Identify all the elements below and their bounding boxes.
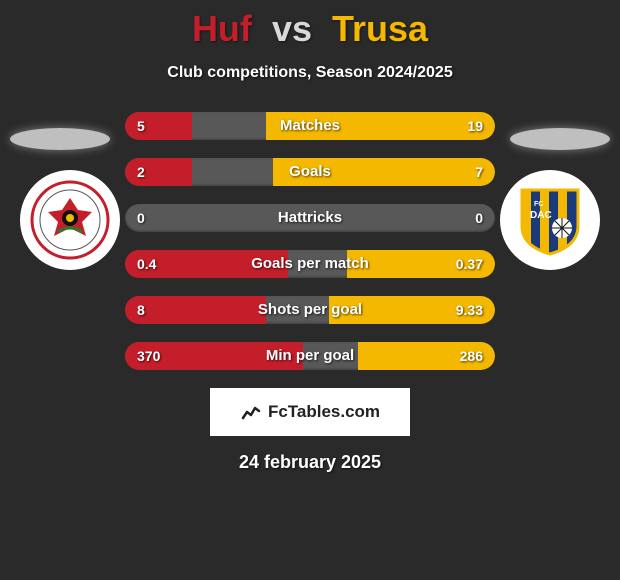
stat-right-value: 286 — [448, 342, 495, 370]
comparison-title: Huf vs Trusa — [0, 0, 620, 50]
watermark: FcTables.com — [210, 388, 410, 436]
player2-name: Trusa — [332, 8, 428, 49]
team-badge-right: FC DAC — [500, 170, 600, 270]
stat-row: 0 Hattricks 0 — [125, 204, 495, 232]
stat-left-value: 5 — [125, 112, 157, 140]
watermark-text: FcTables.com — [268, 402, 380, 422]
badge-shadow-left — [10, 128, 110, 150]
stat-label: Hattricks — [125, 204, 495, 232]
stat-left-value: 370 — [125, 342, 172, 370]
stat-left-value: 2 — [125, 158, 157, 186]
dac-crest-icon: FC DAC — [510, 180, 590, 260]
vs-text: vs — [272, 8, 312, 49]
stat-label: Matches — [125, 112, 495, 140]
stat-right-value: 0.37 — [444, 250, 495, 278]
stat-right-value: 0 — [463, 204, 495, 232]
subtitle: Club competitions, Season 2024/2025 — [0, 64, 620, 82]
stat-right-value: 9.33 — [444, 296, 495, 324]
stat-row: 5 Matches 19 — [125, 112, 495, 140]
stat-right-value: 19 — [455, 112, 495, 140]
stat-left-value: 0 — [125, 204, 157, 232]
fctables-logo-icon — [240, 401, 262, 423]
svg-text:FC: FC — [534, 201, 543, 208]
stat-row: 0.4 Goals per match 0.37 — [125, 250, 495, 278]
ruzomberok-crest-icon — [30, 180, 110, 260]
stats-container: 5 Matches 19 2 Goals 7 0 Hattricks 0 0.4… — [125, 112, 495, 370]
stat-row: 8 Shots per goal 9.33 — [125, 296, 495, 324]
player1-name: Huf — [192, 8, 252, 49]
stat-label: Min per goal — [125, 342, 495, 370]
stat-label: Goals — [125, 158, 495, 186]
svg-text:DAC: DAC — [530, 210, 552, 221]
date-text: 24 february 2025 — [0, 452, 620, 473]
stat-label: Goals per match — [125, 250, 495, 278]
stat-right-value: 7 — [463, 158, 495, 186]
stat-left-value: 8 — [125, 296, 157, 324]
badge-shadow-right — [510, 128, 610, 150]
stat-left-value: 0.4 — [125, 250, 168, 278]
stat-row: 2 Goals 7 — [125, 158, 495, 186]
stat-label: Shots per goal — [125, 296, 495, 324]
stat-row: 370 Min per goal 286 — [125, 342, 495, 370]
team-badge-left — [20, 170, 120, 270]
